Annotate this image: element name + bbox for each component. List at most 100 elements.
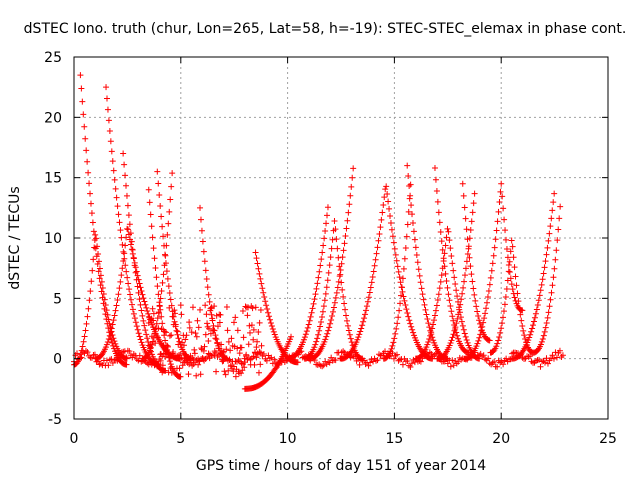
data-point [534,301,541,308]
data-point [537,287,544,294]
data-point [142,327,149,334]
data-point [348,183,355,190]
data-point [407,320,414,327]
data-point [451,274,458,281]
data-point [473,303,480,310]
data-point [296,349,303,356]
axis-ticks: 0 5 10 15 20 25 -5 0 5 10 15 20 25 [44,50,617,447]
data-point [398,284,405,291]
data-point [157,357,164,364]
data-point [321,297,328,304]
data-point [304,354,311,361]
data-point [164,275,171,282]
data-point [126,286,133,293]
data-point [117,227,124,234]
data-point [228,335,235,342]
data-point [347,335,354,342]
data-point [495,337,502,344]
data-point [203,275,210,282]
data-point [318,318,325,325]
data-point [123,355,130,362]
data-point [384,191,391,198]
data-point [405,172,412,179]
data-point [148,223,155,230]
data-point [252,304,259,311]
data-point [547,296,554,303]
data-point [482,310,489,317]
data-point [525,337,532,344]
data-point [217,311,224,318]
data-point [508,237,515,244]
data-point [213,368,220,375]
data-point [311,344,318,351]
data-point [243,351,250,358]
data-point [330,304,337,311]
data-point [541,264,548,271]
data-point [362,307,369,314]
data-point [553,354,560,361]
data-point [192,330,199,337]
data-point [433,302,440,309]
data-point [403,233,410,240]
data-point [125,280,132,287]
data-point [498,180,505,187]
data-point [358,325,365,332]
data-point [144,335,151,342]
data-point [343,312,350,319]
data-point [434,198,441,205]
data-point [476,317,483,324]
data-point [176,338,183,345]
data-point [542,324,549,331]
data-point [136,280,143,287]
data-point [205,291,212,298]
data-point [390,355,397,362]
data-point [129,250,136,257]
data-point [332,226,339,233]
data-point [154,315,161,322]
data-point [546,303,553,310]
data-point [127,241,134,248]
data-point [333,236,340,243]
data-point [333,289,340,296]
data-point [315,331,322,338]
data-point [455,311,462,318]
data-point [91,244,98,251]
data-point [105,362,112,369]
data-point [389,233,396,240]
data-point [409,219,416,226]
data-point [200,356,207,363]
data-point [156,310,163,317]
data-point [144,307,151,314]
data-point [494,218,501,225]
data-point [537,363,544,370]
data-point [486,360,493,367]
data-point [249,305,256,312]
data-point [202,267,209,274]
data-point [361,315,368,322]
data-point [133,268,140,275]
data-point [87,200,94,207]
data-point [138,288,145,295]
data-point [551,265,558,272]
data-point [73,350,80,357]
data-point [182,351,189,358]
data-point [429,353,436,360]
data-point [421,301,428,308]
data-point [402,302,409,309]
data-point [454,332,461,339]
data-point [355,355,362,362]
data-point [528,328,535,335]
data-point [82,327,89,334]
data-point [391,335,398,342]
data-point [218,341,225,348]
data-point [128,301,135,308]
data-point [241,359,248,366]
data-point [114,357,121,364]
data-point [417,279,424,286]
data-point [418,285,425,292]
data-point [370,268,377,275]
data-point [85,305,92,312]
data-point [436,219,443,226]
data-point [374,244,381,251]
